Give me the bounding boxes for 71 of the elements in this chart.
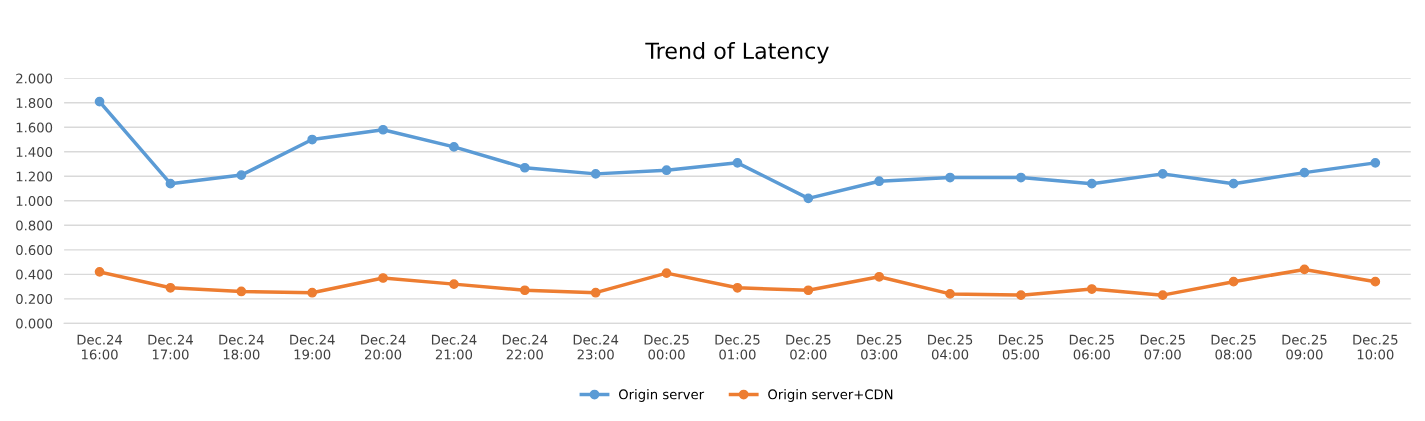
point bbox=[1370, 157, 1381, 168]
point bbox=[378, 273, 388, 283]
y-tick-label: 0.400 bbox=[16, 269, 53, 280]
chart-title: Trend of Latency bbox=[645, 41, 829, 64]
point bbox=[661, 165, 672, 176]
y-tick-label: 0.000 bbox=[16, 318, 53, 329]
point bbox=[1016, 172, 1026, 183]
point bbox=[378, 124, 388, 135]
y-tick-label: 1.800 bbox=[16, 98, 53, 109]
point bbox=[519, 162, 530, 173]
x-tick-label: Dec.25 03:00 bbox=[857, 334, 902, 360]
point bbox=[732, 157, 743, 168]
point bbox=[165, 178, 176, 189]
point bbox=[449, 142, 459, 152]
y-tick-label: 0.800 bbox=[16, 220, 53, 231]
point bbox=[874, 176, 885, 187]
point bbox=[1157, 290, 1168, 301]
point bbox=[449, 279, 459, 289]
x-tick-label: Dec.25 01:00 bbox=[715, 334, 760, 360]
y-tick-label: 1.000 bbox=[16, 196, 53, 207]
x-tick-label: Dec.25 06:00 bbox=[1069, 334, 1114, 360]
point bbox=[732, 282, 743, 293]
legend-label: Origin server bbox=[618, 389, 705, 402]
point bbox=[1228, 178, 1239, 189]
x-tick-label: Dec.25 05:00 bbox=[998, 334, 1044, 360]
x-tick-label: Dec.24 19:00 bbox=[290, 334, 335, 360]
y-tick-label: 1.400 bbox=[16, 147, 53, 158]
y-tick-label: 0.200 bbox=[16, 294, 53, 305]
point bbox=[1228, 276, 1239, 287]
point bbox=[874, 271, 885, 282]
point bbox=[519, 285, 530, 296]
x-tick-label: Dec.25 09:00 bbox=[1282, 334, 1327, 360]
point bbox=[1086, 178, 1097, 189]
x-tick-label: Dec.25 10:00 bbox=[1353, 334, 1398, 360]
x-tick-label: Dec.25 02:00 bbox=[786, 334, 831, 360]
point bbox=[590, 169, 601, 179]
point bbox=[1157, 169, 1168, 179]
point bbox=[236, 170, 247, 180]
legend-label: Origin server+CDN bbox=[768, 389, 893, 402]
point bbox=[1299, 167, 1310, 178]
point bbox=[1016, 290, 1026, 301]
point bbox=[945, 172, 955, 183]
x-tick-label: Dec.25 00:00 bbox=[644, 334, 689, 360]
point bbox=[165, 282, 176, 293]
x-tick-label: Dec.25 04:00 bbox=[928, 334, 973, 360]
point bbox=[307, 134, 318, 145]
point bbox=[803, 285, 814, 296]
x-tick-label: Dec.24 18:00 bbox=[219, 334, 264, 360]
point bbox=[590, 287, 601, 298]
x-tick-label: Dec.25 07:00 bbox=[1140, 334, 1185, 360]
point bbox=[1370, 276, 1381, 287]
point bbox=[945, 289, 955, 299]
x-tick-label: Dec.24 22:00 bbox=[502, 334, 548, 360]
point bbox=[94, 267, 105, 277]
x-tick-label: Dec.24 16:00 bbox=[77, 334, 123, 360]
point bbox=[661, 268, 672, 278]
point bbox=[94, 96, 105, 107]
x-tick-label: Dec.24 21:00 bbox=[431, 334, 477, 360]
y-tick-label: 1.600 bbox=[16, 122, 53, 133]
x-tick-label: Dec.25 08:00 bbox=[1211, 334, 1256, 360]
y-tick-label: 2.000 bbox=[16, 73, 53, 84]
y-tick-label: 0.600 bbox=[16, 245, 53, 256]
point bbox=[803, 193, 814, 204]
y-tick-label: 1.200 bbox=[16, 171, 53, 182]
point bbox=[307, 287, 318, 298]
point bbox=[1299, 264, 1310, 275]
point bbox=[1086, 284, 1097, 294]
point bbox=[236, 286, 247, 297]
x-tick-label: Dec.24 20:00 bbox=[361, 334, 406, 360]
x-tick-label: Dec.24 23:00 bbox=[573, 334, 619, 360]
x-tick-label: Dec.24 17:00 bbox=[148, 334, 193, 360]
